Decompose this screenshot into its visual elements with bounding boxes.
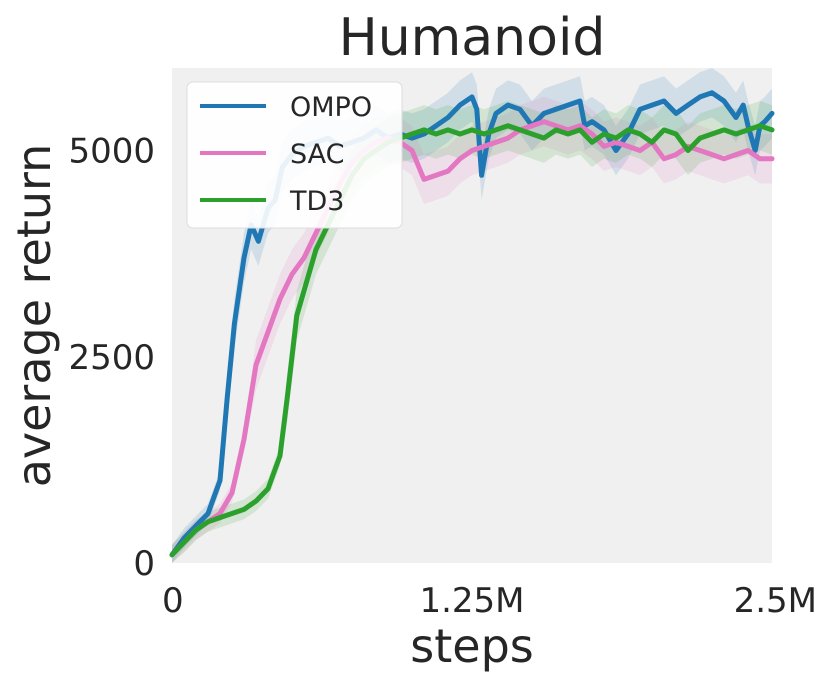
series-line-sac bbox=[169, 119, 775, 558]
y-axis-label: average return bbox=[7, 144, 61, 488]
y-axis-ticks: 0 2500 5000 bbox=[68, 132, 155, 585]
legend-label-td3: TD3 bbox=[289, 186, 344, 217]
x-tick-label: 2.5M bbox=[734, 581, 817, 621]
x-tick-label: 0 bbox=[162, 581, 184, 621]
y-tick-label: 0 bbox=[133, 544, 155, 584]
legend-label-ompo: OMPO bbox=[290, 92, 372, 123]
series-line-td3 bbox=[169, 123, 775, 558]
legend-label-sac: SAC bbox=[290, 139, 345, 170]
x-axis-label: steps bbox=[410, 619, 533, 673]
band-ompo bbox=[172, 68, 772, 563]
y-tick-label: 2500 bbox=[68, 338, 155, 378]
x-axis-ticks: 0 1.25M 2.5M bbox=[162, 581, 817, 621]
chart-title: Humanoid bbox=[339, 8, 606, 68]
x-tick-label: 1.25M bbox=[419, 581, 524, 621]
legend: OMPO SAC TD3 bbox=[186, 81, 403, 229]
y-tick-label: 5000 bbox=[68, 132, 155, 172]
legend-box bbox=[186, 81, 403, 229]
